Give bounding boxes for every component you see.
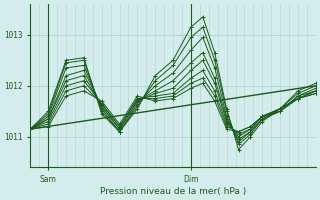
X-axis label: Pression niveau de la mer( hPa ): Pression niveau de la mer( hPa )	[100, 187, 246, 196]
